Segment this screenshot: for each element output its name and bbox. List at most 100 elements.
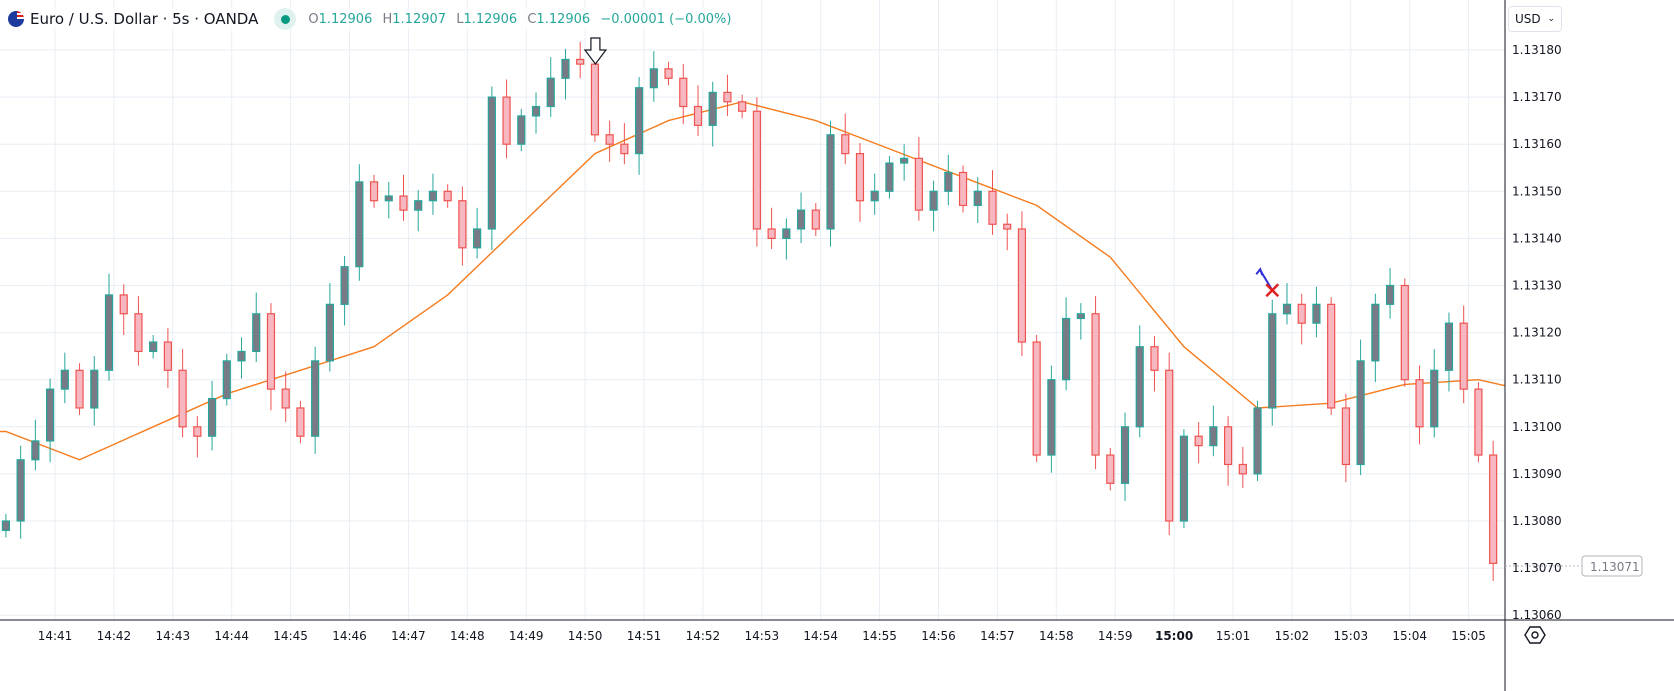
candle-body xyxy=(502,96,511,145)
candle-body xyxy=(384,195,393,202)
candle xyxy=(1047,365,1056,473)
candle xyxy=(1179,429,1189,529)
candle-body xyxy=(119,294,128,315)
candle-body xyxy=(428,190,438,202)
candle xyxy=(340,256,349,326)
candle xyxy=(355,164,364,281)
candle xyxy=(296,400,305,444)
candle-body xyxy=(1003,223,1012,230)
candle-body xyxy=(634,87,644,155)
candle xyxy=(1076,303,1085,340)
candle xyxy=(841,113,850,165)
candle xyxy=(443,184,452,208)
currency-button[interactable]: USD ⌄ xyxy=(1508,6,1562,32)
settings-icon[interactable] xyxy=(1524,624,1546,646)
price-tick-label: 1.13180 xyxy=(1512,43,1562,57)
time-axis[interactable]: 14:41 14:42 14:43 14:44 14:45 14:46 14:47 14:48… xyxy=(38,629,1486,643)
candle xyxy=(384,181,393,219)
time-tick-label: 14:57 xyxy=(980,629,1015,643)
time-tick-label: 14:53 xyxy=(745,629,780,643)
candle-body xyxy=(1253,407,1262,475)
candle xyxy=(369,174,379,208)
candle-body xyxy=(782,228,791,239)
candle-body xyxy=(178,369,187,428)
candle-body xyxy=(1032,341,1041,456)
time-tick-label: 15:00 xyxy=(1155,629,1193,643)
candle xyxy=(693,85,703,136)
price-axis[interactable]: 1.13180 1.13170 1.13160 1.13150 1.13140 1.131… xyxy=(1512,43,1562,622)
time-tick-label: 14:41 xyxy=(38,629,73,643)
candle xyxy=(1120,412,1130,501)
candle xyxy=(1032,334,1041,463)
candle xyxy=(929,180,938,232)
price-tick-label: 1.13110 xyxy=(1512,373,1562,387)
candle xyxy=(1003,213,1012,251)
candle-body xyxy=(708,91,717,126)
candle xyxy=(207,380,217,451)
candle xyxy=(576,41,585,79)
candle xyxy=(811,203,820,237)
price-tick-label: 1.13170 xyxy=(1512,90,1562,104)
time-tick-label: 14:42 xyxy=(97,629,132,643)
candle xyxy=(178,349,187,438)
price-tick-label: 1.13140 xyxy=(1512,231,1562,245)
candle-body xyxy=(752,110,761,230)
candle xyxy=(561,48,570,100)
chevron-down-icon: ⌄ xyxy=(1547,14,1555,24)
candle-body xyxy=(576,58,585,65)
candle xyxy=(90,356,99,426)
candle-body xyxy=(1430,369,1439,428)
candle xyxy=(75,363,84,416)
high-label: H xyxy=(382,11,393,27)
candle xyxy=(752,97,761,247)
price-tick-label: 1.13130 xyxy=(1512,279,1562,293)
candle xyxy=(782,218,791,260)
open-value: 1.12906 xyxy=(318,11,373,27)
eur-usd-flag-icon xyxy=(8,11,24,27)
moving-average-line xyxy=(0,101,1506,461)
ohlc-values: O1.12906 H1.12907 L1.12906 C1.12906 −0.0… xyxy=(308,12,737,27)
candle-body xyxy=(1047,379,1056,456)
candle-body xyxy=(1268,313,1277,409)
candle xyxy=(252,292,261,363)
candle-body xyxy=(16,459,25,522)
candle-body xyxy=(1327,303,1336,409)
price-tick-label: 1.13100 xyxy=(1512,420,1562,434)
candle-body xyxy=(45,388,55,442)
candle-body xyxy=(281,388,290,409)
symbol-title[interactable]: Euro / U.S. Dollar · 5s · OANDA xyxy=(30,10,259,28)
candle-body xyxy=(134,313,143,353)
candle-body xyxy=(590,63,600,136)
candle xyxy=(45,378,55,463)
candle xyxy=(826,120,835,247)
candle-body xyxy=(826,134,835,230)
candle xyxy=(1238,446,1247,489)
candle xyxy=(973,177,982,224)
candle-body xyxy=(296,407,305,437)
candle xyxy=(149,334,158,359)
time-tick-label: 15:05 xyxy=(1451,629,1486,643)
candle-body xyxy=(649,68,658,89)
candle-body xyxy=(517,115,526,145)
market-status-icon[interactable] xyxy=(274,8,297,30)
time-tick-label: 15:03 xyxy=(1334,629,1369,643)
candle xyxy=(738,94,747,119)
candle xyxy=(590,57,600,142)
candle-body xyxy=(929,190,938,211)
candle-body xyxy=(252,313,261,353)
candle xyxy=(1223,416,1233,486)
time-tick-label: 14:48 xyxy=(450,629,485,643)
candle-body xyxy=(325,303,334,362)
candle xyxy=(1400,278,1409,387)
candle-body xyxy=(193,426,202,437)
candle-body xyxy=(1238,463,1247,475)
candle-body xyxy=(149,341,158,353)
candle xyxy=(531,92,541,134)
candle-body xyxy=(207,397,217,437)
price-tick-label: 1.13080 xyxy=(1512,514,1562,528)
time-tick-label: 15:04 xyxy=(1392,629,1427,643)
candle-body xyxy=(311,360,320,437)
candle xyxy=(855,143,865,222)
candle-body xyxy=(914,157,923,211)
